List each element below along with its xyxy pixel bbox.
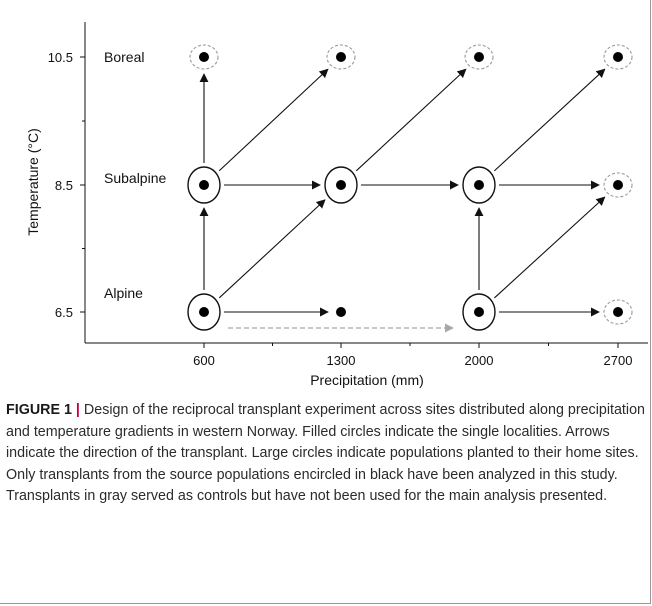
site-point (199, 180, 209, 190)
site-point (613, 180, 623, 190)
transplant-arrow (493, 68, 606, 172)
y-tick-label: 10.5 (48, 50, 73, 65)
control-site-ring (603, 299, 633, 325)
site-point (336, 180, 346, 190)
figure-caption: FIGURE 1 | Design of the reciprocal tran… (6, 400, 646, 508)
caption-text: Design of the reciprocal transplant expe… (6, 402, 645, 505)
site-point (336, 307, 346, 317)
site-point (199, 307, 209, 317)
transplant-arrows (199, 68, 606, 333)
caption-separator: | (75, 402, 80, 418)
site-point (613, 52, 623, 62)
site-point (613, 307, 623, 317)
site-point (474, 307, 484, 317)
x-tick-label: 1300 (327, 353, 356, 368)
site-point (474, 180, 484, 190)
y-tick-label: 6.5 (55, 305, 73, 320)
home-site-ring (462, 293, 496, 331)
site-label: Boreal (104, 49, 144, 65)
transplant-arrow (218, 199, 326, 299)
site-label: Subalpine (104, 170, 166, 186)
control-site-ring (603, 172, 633, 198)
x-tick-label: 600 (193, 353, 215, 368)
site-point (336, 52, 346, 62)
y-axis-ticks: 6.5 8.5 10.5 (48, 50, 85, 320)
home-site-ring (462, 166, 496, 204)
site-label: Alpine (104, 285, 143, 301)
home-site-ring (187, 293, 221, 331)
x-tick-label: 2000 (465, 353, 494, 368)
x-axis-ticks: 600 1300 2000 2700 (193, 343, 632, 368)
site-point (199, 52, 209, 62)
transplant-arrow (494, 196, 606, 299)
x-tick-label: 2700 (604, 353, 633, 368)
home-site-ring (324, 166, 358, 204)
y-axis-title: Temperature (°C) (25, 128, 41, 236)
home-site-ring (187, 166, 221, 204)
site-point (474, 52, 484, 62)
caption-label: FIGURE 1 (6, 402, 72, 418)
control-site-ring (464, 44, 494, 70)
transplant-design-diagram: 6.5 8.5 10.5 600 1300 2000 2700 Precipitation… (25, 22, 648, 388)
transplant-arrow (218, 68, 329, 172)
control-site-ring (603, 44, 633, 70)
control-site-ring (189, 44, 219, 70)
x-axis-title: Precipitation (mm) (310, 372, 424, 388)
site-markers (187, 44, 633, 331)
control-site-ring (326, 44, 356, 70)
site-labels: Boreal Subalpine Alpine (104, 49, 166, 301)
y-tick-label: 8.5 (55, 178, 73, 193)
transplant-arrow (355, 68, 467, 172)
